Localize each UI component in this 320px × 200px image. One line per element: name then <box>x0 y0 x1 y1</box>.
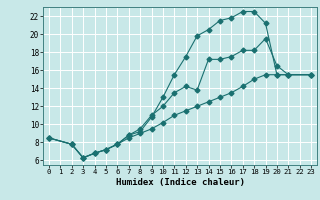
X-axis label: Humidex (Indice chaleur): Humidex (Indice chaleur) <box>116 178 244 187</box>
